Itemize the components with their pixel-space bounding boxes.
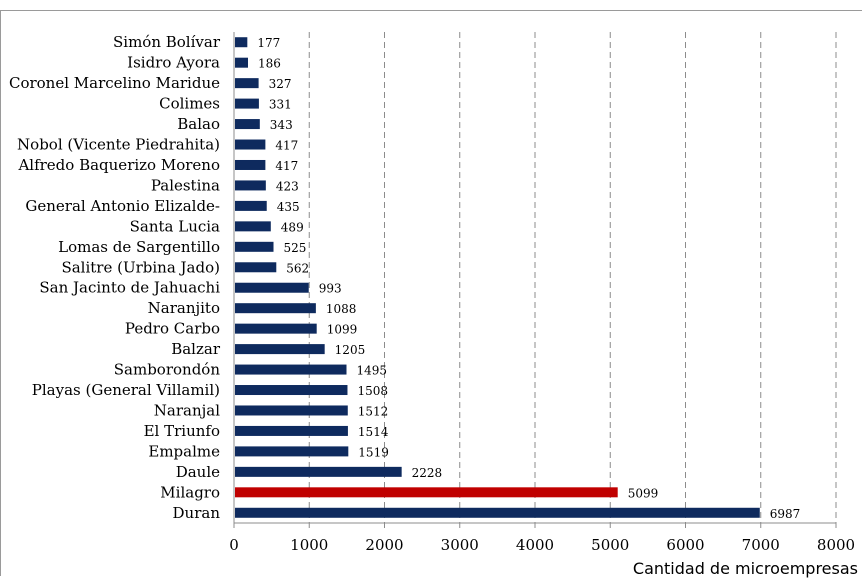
data-label: 417 bbox=[275, 139, 298, 153]
category-label: Salitre (Urbina Jado) bbox=[61, 258, 220, 276]
bar bbox=[235, 303, 316, 314]
data-label: 1088 bbox=[326, 302, 357, 316]
bar bbox=[235, 200, 267, 211]
x-tick-label: 1000 bbox=[290, 536, 328, 554]
bar bbox=[235, 507, 760, 518]
data-label: 525 bbox=[284, 241, 307, 255]
category-label: Empalme bbox=[148, 442, 220, 460]
data-label: 423 bbox=[276, 179, 299, 193]
x-tick-label: 0 bbox=[229, 536, 239, 554]
bar bbox=[235, 241, 274, 252]
x-axis: 0 1000 2000 3000 4000 5000 6000 7000 8000 bbox=[229, 32, 855, 554]
category-label: Daule bbox=[176, 463, 220, 481]
category-label: Simón Bolívar bbox=[113, 33, 221, 51]
category-label: San Jacinto de Jahuachi bbox=[39, 279, 220, 297]
bar bbox=[235, 159, 266, 170]
data-label: 417 bbox=[275, 159, 298, 173]
bar bbox=[235, 180, 266, 191]
bar bbox=[235, 323, 317, 334]
bar bbox=[235, 262, 277, 273]
x-axis-title: Cantidad de microempresas bbox=[633, 559, 858, 578]
data-labels: 177 186 327 331 343 417 417 423 435 489 525 562 993 1… bbox=[257, 36, 800, 521]
data-label: 562 bbox=[286, 261, 309, 275]
data-label: 1512 bbox=[358, 404, 389, 418]
category-label: Pedro Carbo bbox=[125, 320, 220, 338]
bar bbox=[235, 282, 309, 293]
category-label: Naranjal bbox=[154, 401, 220, 419]
category-label: General Antonio Elizalde- bbox=[25, 197, 220, 215]
bar bbox=[235, 37, 248, 48]
category-label: Milagro bbox=[160, 483, 220, 501]
bar bbox=[235, 425, 348, 436]
category-label: Lomas de Sargentillo bbox=[58, 238, 220, 256]
gridlines bbox=[308, 32, 837, 523]
bar bbox=[235, 78, 259, 89]
data-label: 489 bbox=[281, 220, 304, 234]
category-label: Balao bbox=[177, 115, 220, 133]
bar bbox=[235, 98, 259, 109]
data-label: 435 bbox=[277, 200, 300, 214]
x-tick-label: 5000 bbox=[591, 536, 629, 554]
category-label: Naranjito bbox=[148, 299, 220, 317]
data-label: 6987 bbox=[770, 507, 801, 521]
category-label: Nobol (Vicente Piedrahita) bbox=[17, 136, 220, 154]
bar bbox=[235, 139, 266, 150]
x-tick-label: 3000 bbox=[441, 536, 479, 554]
category-label: Isidro Ayora bbox=[127, 54, 220, 72]
data-label: 1514 bbox=[358, 425, 389, 439]
data-label: 1519 bbox=[358, 445, 389, 459]
bars bbox=[235, 37, 760, 518]
data-label: 1099 bbox=[327, 323, 358, 337]
category-label: Samborondón bbox=[114, 361, 221, 379]
category-label: Colimes bbox=[159, 95, 220, 113]
x-tick-label: 6000 bbox=[666, 536, 704, 554]
category-label: Alfredo Baquerizo Moreno bbox=[17, 156, 220, 174]
category-label: Palestina bbox=[151, 176, 220, 194]
bar bbox=[235, 487, 618, 498]
bar bbox=[235, 466, 402, 477]
data-label: 993 bbox=[319, 282, 342, 296]
category-label: Coronel Marcelino Maridue bbox=[9, 74, 220, 92]
data-label: 186 bbox=[258, 57, 281, 71]
bar bbox=[235, 344, 325, 355]
category-label: Playas (General Villamil) bbox=[32, 381, 220, 399]
category-label: Santa Lucia bbox=[130, 217, 220, 235]
data-label: 177 bbox=[257, 36, 280, 50]
data-label: 343 bbox=[270, 118, 293, 132]
data-label: 1495 bbox=[356, 364, 387, 378]
data-label: 5099 bbox=[628, 486, 659, 500]
bar bbox=[235, 385, 348, 396]
category-label: Duran bbox=[173, 504, 221, 522]
x-tick-label: 4000 bbox=[516, 536, 554, 554]
category-labels: Simón Bolívar Isidro Ayora Coronel Marceli… bbox=[9, 33, 221, 522]
chart-frame bbox=[0, 10, 862, 576]
data-label: 1205 bbox=[335, 343, 366, 357]
bar bbox=[235, 57, 248, 68]
x-tick-label: 8000 bbox=[817, 536, 855, 554]
data-label: 2228 bbox=[412, 466, 443, 480]
data-label: 1508 bbox=[357, 384, 388, 398]
bar bbox=[235, 364, 347, 375]
data-label: 331 bbox=[269, 98, 292, 112]
bar bbox=[235, 119, 260, 130]
x-tick-label: 7000 bbox=[742, 536, 780, 554]
data-label: 327 bbox=[269, 77, 292, 91]
category-label: El Triunfo bbox=[144, 422, 220, 440]
bar bbox=[235, 221, 271, 232]
bar bbox=[235, 446, 349, 457]
x-tick-label: 2000 bbox=[365, 536, 403, 554]
category-label: Balzar bbox=[171, 340, 221, 358]
bar bbox=[235, 405, 348, 416]
